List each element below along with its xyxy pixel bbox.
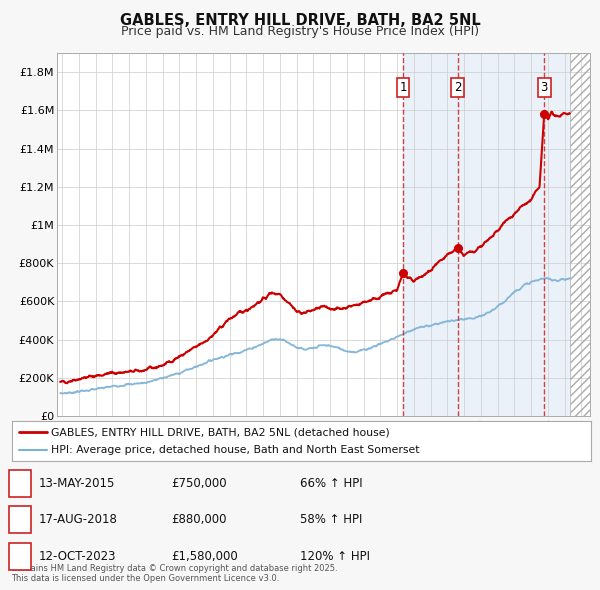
Bar (569, 53, 590, 416)
Text: 3: 3 (16, 550, 24, 563)
Text: 17-AUG-2018: 17-AUG-2018 (39, 513, 118, 526)
Text: 58% ↑ HPI: 58% ↑ HPI (300, 513, 362, 526)
Text: 2: 2 (454, 81, 461, 94)
Text: HPI: Average price, detached house, Bath and North East Somerset: HPI: Average price, detached house, Bath… (52, 445, 420, 455)
Bar (403, 53, 569, 416)
Text: £1,580,000: £1,580,000 (171, 550, 238, 563)
Bar (569, 53, 590, 416)
Text: 13-MAY-2015: 13-MAY-2015 (39, 477, 115, 490)
Text: Contains HM Land Registry data © Crown copyright and database right 2025.
This d: Contains HM Land Registry data © Crown c… (11, 563, 337, 583)
Text: GABLES, ENTRY HILL DRIVE, BATH, BA2 5NL: GABLES, ENTRY HILL DRIVE, BATH, BA2 5NL (119, 13, 481, 28)
Text: £880,000: £880,000 (171, 513, 227, 526)
Text: 3: 3 (541, 81, 548, 94)
Text: GABLES, ENTRY HILL DRIVE, BATH, BA2 5NL (detached house): GABLES, ENTRY HILL DRIVE, BATH, BA2 5NL … (52, 427, 390, 437)
Text: £750,000: £750,000 (171, 477, 227, 490)
Text: 1: 1 (400, 81, 407, 94)
Text: 12-OCT-2023: 12-OCT-2023 (39, 550, 116, 563)
Text: 2: 2 (16, 513, 24, 526)
Text: 1: 1 (16, 477, 24, 490)
Text: Price paid vs. HM Land Registry's House Price Index (HPI): Price paid vs. HM Land Registry's House … (121, 25, 479, 38)
Bar (569, 53, 590, 416)
Text: 120% ↑ HPI: 120% ↑ HPI (300, 550, 370, 563)
Text: 66% ↑ HPI: 66% ↑ HPI (300, 477, 362, 490)
